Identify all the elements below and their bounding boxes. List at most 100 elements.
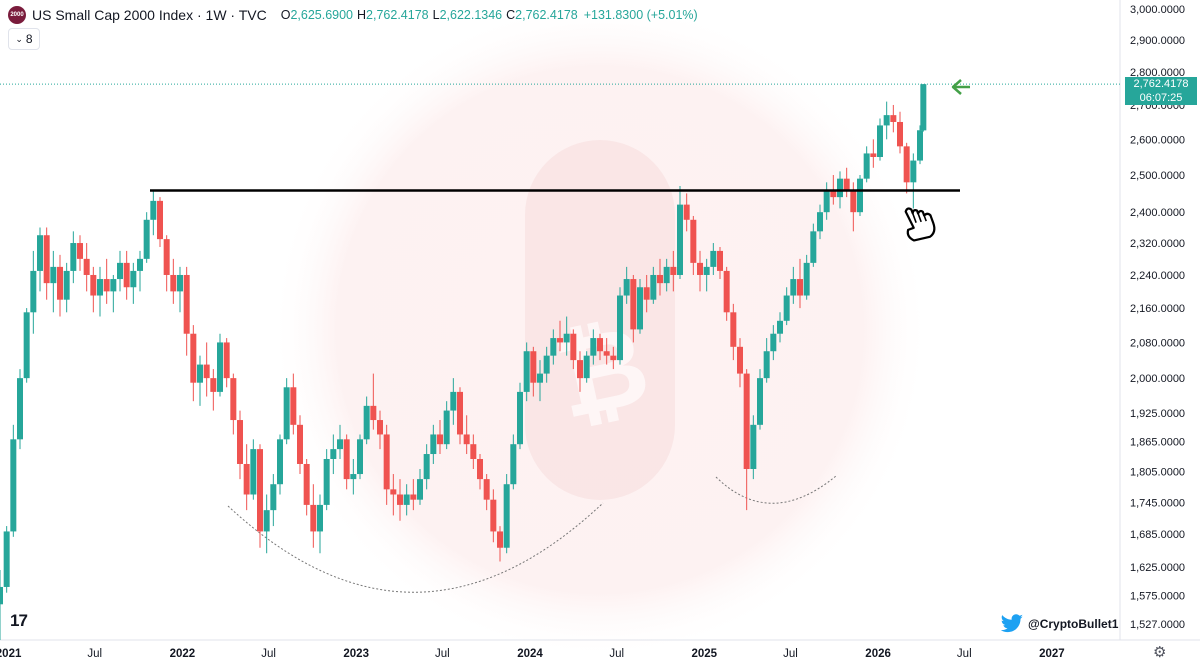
current-price-value: 2,762.4178: [1133, 78, 1189, 90]
candle: [403, 484, 410, 516]
candle: [617, 287, 623, 365]
candle: [63, 262, 70, 313]
candle: [550, 329, 557, 365]
candle: [57, 254, 63, 317]
candle: [10, 424, 17, 537]
candle: [77, 235, 83, 271]
candle: [803, 254, 810, 300]
candle: [83, 243, 90, 292]
candle: [697, 250, 703, 292]
price-tick-label: 1,685.0000: [1130, 529, 1185, 541]
bitcoin-watermark-icon: ₿: [525, 140, 675, 500]
watermark-handle: @CryptoBullet1: [1000, 614, 1118, 634]
candle: [90, 266, 97, 313]
time-tick-label: 2023: [343, 648, 369, 660]
current-price-label[interactable]: 2,762.4178 06:07:25: [1125, 77, 1197, 105]
candle: [450, 378, 457, 425]
high-label: H: [357, 8, 367, 22]
candle: [570, 329, 577, 370]
time-tick-label: Jul: [87, 648, 102, 660]
gear-icon[interactable]: ⚙: [1153, 644, 1167, 661]
tradingview-logo[interactable]: 17: [10, 611, 28, 630]
rounded-bottom-arc-small: [715, 475, 837, 504]
candle: [657, 258, 663, 296]
candle: [743, 369, 750, 511]
candle: [317, 494, 323, 554]
time-tick-label: 2024: [517, 648, 543, 660]
candle: [410, 479, 417, 511]
candle: [530, 346, 537, 397]
candle: [903, 142, 910, 194]
price-tick-label: 2,800.0000: [1130, 67, 1185, 79]
watermark-circle: [270, 0, 930, 660]
candle: [130, 262, 137, 304]
candle: [163, 235, 170, 292]
candle: [430, 424, 437, 464]
time-tick-label: 2022: [170, 648, 196, 660]
high-value: 2,762.4178: [366, 8, 429, 22]
candle: [577, 351, 583, 392]
candle: [650, 266, 657, 304]
indicators-toggle-button[interactable]: ⌄ 8: [8, 28, 40, 50]
candle: [483, 474, 490, 511]
candle: [43, 227, 50, 300]
candle: [523, 342, 530, 402]
time-tick-label: Jul: [435, 648, 450, 660]
candle: [263, 494, 270, 554]
candle: [583, 351, 590, 383]
candle: [817, 204, 823, 240]
candle: [717, 246, 723, 280]
candle: [563, 316, 570, 356]
candle: [610, 346, 617, 370]
time-axis[interactable]: 2021 Jul 2022 Jul 2023 Jul 2024 Jul 2025 Jul 2026 J…: [0, 648, 1065, 660]
handle-text: @CryptoBullet1: [1028, 617, 1119, 631]
candle: [170, 258, 177, 304]
price-tick-label: 1,575.0000: [1130, 591, 1185, 603]
time-tick-label: 2026: [865, 648, 891, 660]
candle: [150, 190, 157, 236]
candle: [283, 378, 290, 445]
candle: [183, 266, 190, 356]
candle: [290, 373, 297, 435]
candle: [30, 250, 37, 334]
price-tick-label: 2,080.0000: [1130, 337, 1185, 349]
candle: [397, 479, 403, 521]
symbol-header: 2000 US Small Cap 2000 Index · 1W · TVC …: [8, 6, 698, 24]
candle: [363, 396, 370, 445]
time-tick-label: Jul: [957, 648, 972, 660]
candle: [683, 193, 690, 232]
candle: [270, 474, 277, 527]
candle: [723, 266, 730, 321]
candle: [37, 227, 43, 292]
price-tick-label: 1,625.0000: [1130, 562, 1185, 574]
price-tick-label: 2,000.0000: [1130, 373, 1185, 385]
bar-countdown: 06:07:25: [1139, 92, 1183, 104]
candle: [497, 526, 503, 562]
candle: [70, 231, 77, 284]
time-tick-label: 2025: [691, 648, 717, 660]
candle: [23, 308, 30, 383]
candle: [603, 338, 610, 365]
candle: [663, 258, 670, 292]
low-label: L: [432, 8, 440, 22]
candle: [210, 369, 217, 411]
candle: [177, 266, 183, 313]
candle: [477, 454, 483, 490]
symbol-logo[interactable]: 2000: [8, 6, 26, 24]
candle: [117, 250, 123, 292]
time-tick-label: Jul: [609, 648, 624, 660]
candle: [510, 434, 517, 490]
candle: [757, 369, 763, 430]
candle: [457, 387, 463, 445]
candle: [383, 424, 390, 505]
candle: [250, 439, 257, 500]
candle: [443, 401, 450, 450]
candle: [857, 175, 863, 216]
price-tick-label: 2,320.0000: [1130, 238, 1185, 250]
change-value: +131.8300 (+5.01%): [583, 8, 698, 22]
candle: [110, 274, 117, 313]
low-value: 2,622.1346: [439, 8, 503, 22]
symbol-title[interactable]: US Small Cap 2000 Index · 1W · TVC: [32, 7, 267, 23]
candle: [517, 382, 523, 450]
